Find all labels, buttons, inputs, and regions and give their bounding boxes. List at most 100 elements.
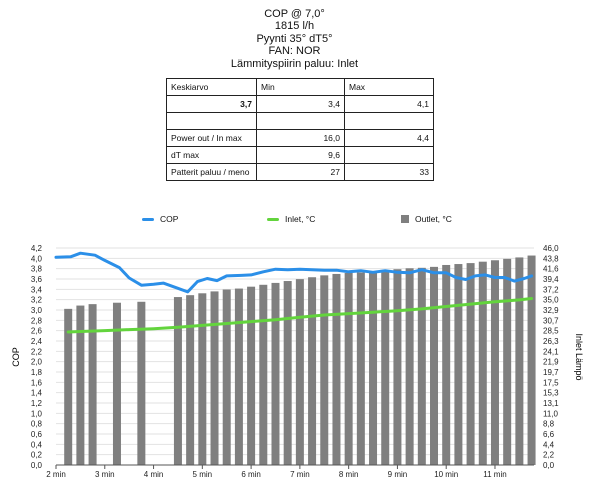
table-row: [166, 112, 434, 130]
gridlines: [56, 247, 534, 466]
y-tick-label: 1,4: [31, 389, 43, 398]
y2-tick-label: 32,9: [543, 306, 559, 315]
y-tick-label: 4,0: [31, 254, 43, 263]
outlet-bar: [503, 258, 512, 465]
outlet-bar: [344, 273, 353, 465]
chart-legend: COP Inlet, °C Outlet, °C: [0, 214, 589, 228]
outlet-bar: [186, 295, 195, 465]
y-tick-label: 0,4: [31, 440, 43, 449]
outlet-bar: [76, 305, 85, 465]
outlet-bar: [478, 261, 487, 465]
outlet-bar: [527, 255, 536, 465]
y2-tick-label: 15,3: [543, 389, 559, 398]
outlet-bar: [234, 288, 243, 465]
y-tick-label: 2,4: [31, 337, 43, 346]
y-tick-label: 2,6: [31, 327, 43, 336]
outlet-bar: [381, 270, 390, 465]
y-tick-label: 1,0: [31, 409, 43, 418]
x-tick-label: 6 min: [241, 470, 261, 479]
y-tick-label: 2,2: [31, 347, 43, 356]
legend-label: Outlet, °C: [415, 214, 452, 224]
table-cell: 33: [344, 163, 434, 181]
y2-tick-label: 6,6: [543, 430, 555, 439]
y2-axis-label: Inlet Lämpö: [574, 333, 584, 380]
x-tick-label: 8 min: [339, 470, 359, 479]
outlet-bar: [64, 308, 73, 465]
title-line: 1815 l/h: [274, 20, 315, 33]
outlet-bar: [454, 264, 463, 465]
y2-tick-label: 17,5: [543, 378, 559, 387]
outlet-bar: [308, 277, 317, 465]
outlet-bar: [515, 257, 524, 465]
outlet-bar: [247, 286, 256, 465]
y-tick-label: 0,6: [31, 430, 43, 439]
title-line: Pyynti 35° dT5°: [256, 32, 333, 45]
axes: 0,00,20,40,60,81,01,21,41,61,82,02,22,42…: [31, 244, 559, 479]
title-line: Lämmityspiirin paluu: Inlet: [230, 57, 359, 70]
y-tick-label: 0,2: [31, 451, 43, 460]
y-axis-label: COP: [11, 347, 21, 367]
chart-title: COP @ 7,0° 1815 l/h Pyynti 35° dT5° FAN:…: [0, 8, 589, 70]
y2-tick-label: 46,0: [543, 244, 559, 253]
y-tick-label: 1,2: [31, 399, 43, 408]
y-tick-label: 1,8: [31, 368, 43, 377]
outlet-bar: [295, 279, 304, 465]
y2-tick-label: 8,8: [543, 420, 555, 429]
y-tick-label: 3,0: [31, 306, 43, 315]
y2-tick-label: 39,4: [543, 275, 559, 284]
legend-label: COP: [160, 214, 179, 224]
y-tick-label: 2,0: [31, 358, 43, 367]
y2-tick-label: 19,7: [543, 368, 559, 377]
outlet-bar: [112, 302, 121, 465]
title-line: FAN: NOR: [268, 45, 321, 58]
series-lines: [54, 251, 534, 334]
y-tick-label: 2,8: [31, 316, 43, 325]
y2-tick-label: 21,9: [543, 358, 559, 367]
y2-tick-label: 37,2: [543, 285, 559, 294]
outlet-bar: [271, 282, 280, 465]
y2-tick-label: 11,0: [543, 409, 559, 418]
outlet-bar: [490, 260, 499, 465]
outlet-bars: [64, 255, 536, 465]
x-tick-label: 7 min: [290, 470, 310, 479]
outlet-bar: [198, 293, 207, 465]
outlet-bar: [405, 268, 414, 465]
y2-tick-label: 35,0: [543, 296, 559, 305]
outlet-bar: [173, 297, 182, 465]
y2-tick-label: 0,0: [543, 461, 555, 470]
outlet-bar: [259, 284, 268, 465]
y-tick-label: 1,6: [31, 378, 43, 387]
legend-swatch: [142, 217, 154, 221]
outlet-bar: [320, 275, 329, 465]
table-row: 3,7 3,4 4,1: [166, 95, 434, 113]
outlet-bar: [430, 266, 439, 465]
outlet-bar: [222, 289, 231, 465]
outlet-bar: [369, 271, 378, 465]
x-tick-label: 11 min: [483, 470, 506, 479]
legend-item-inlet: Inlet, °C: [267, 214, 315, 224]
outlet-bar: [417, 267, 426, 465]
legend-item-cop: COP: [142, 214, 178, 224]
y-tick-label: 3,4: [31, 285, 43, 294]
outlet-bar: [393, 269, 402, 465]
outlet-bar: [137, 301, 146, 465]
y-tick-label: 3,2: [31, 296, 43, 305]
y-tick-label: 3,6: [31, 275, 43, 284]
x-tick-label: 3 min: [95, 470, 115, 479]
y2-tick-label: 28,5: [543, 327, 559, 336]
y2-tick-label: 24,1: [543, 347, 559, 356]
legend-item-outlet: Outlet, °C: [401, 214, 452, 224]
x-tick-label: 2 min: [46, 470, 66, 479]
outlet-bar: [88, 304, 97, 465]
outlet-bar: [356, 272, 365, 465]
x-tick-label: 9 min: [388, 470, 408, 479]
legend-swatch: [401, 215, 409, 223]
cop-line: [54, 251, 534, 294]
outlet-bar: [283, 281, 292, 465]
y-tick-label: 4,2: [31, 244, 43, 253]
x-tick-label: 4 min: [144, 470, 164, 479]
table-row: dT max 9,6: [166, 146, 434, 164]
table-row: Patterit paluu / meno 27 33: [166, 163, 434, 181]
x-tick-label: 5 min: [193, 470, 213, 479]
